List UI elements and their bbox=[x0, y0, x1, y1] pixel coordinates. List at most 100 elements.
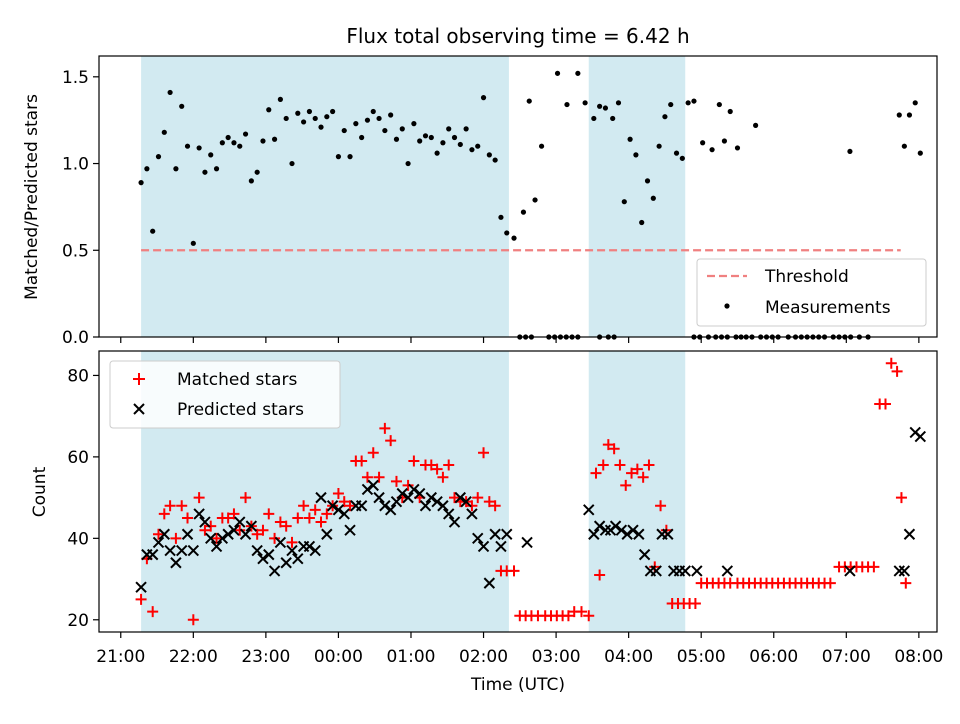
measurement-point bbox=[532, 197, 538, 203]
measurement-point bbox=[457, 141, 463, 148]
measurement-point bbox=[610, 115, 616, 122]
matched-star-point bbox=[466, 500, 478, 512]
measurement-point bbox=[260, 138, 266, 144]
predicted-stars-points bbox=[135, 426, 927, 593]
measurement-point bbox=[417, 138, 423, 144]
matched-legend-swatch bbox=[133, 373, 145, 385]
predicted-star-point bbox=[472, 532, 484, 545]
measurement-point bbox=[138, 180, 144, 186]
matched-star-point bbox=[895, 492, 907, 504]
matched-star-point bbox=[900, 577, 912, 589]
x-axis-label: Time (UTC) bbox=[470, 675, 565, 695]
matched-star-point bbox=[135, 593, 147, 605]
measurement-point bbox=[679, 155, 685, 161]
threshold-legend-label: Threshold bbox=[764, 267, 849, 287]
predicted-star-point bbox=[402, 491, 414, 504]
measurement-point bbox=[597, 103, 603, 109]
matched-star-point bbox=[164, 500, 176, 512]
matched-stars-points bbox=[136, 358, 912, 626]
predicted-star-point bbox=[303, 540, 316, 553]
measurement-point bbox=[428, 134, 434, 141]
matched-star-point bbox=[222, 512, 234, 524]
matched-star-point bbox=[199, 524, 211, 536]
measurement-point bbox=[709, 147, 715, 153]
measurement-point bbox=[615, 100, 622, 106]
matched-star-point bbox=[292, 512, 304, 524]
measurement-point bbox=[225, 134, 231, 141]
predicted-star-point bbox=[170, 557, 182, 569]
predicted-star-point bbox=[245, 520, 258, 532]
bottom-y-axis-label: Count bbox=[30, 466, 50, 517]
matched-star-point bbox=[489, 500, 501, 512]
predicted-star-point bbox=[176, 544, 188, 557]
x-tick-label: 02:00 bbox=[459, 647, 508, 667]
x-tick-label: 03:00 bbox=[532, 647, 581, 667]
bottom-legend: Matched stars Predicted stars bbox=[109, 360, 341, 429]
measurement-point bbox=[330, 108, 336, 115]
matched-star-point bbox=[274, 516, 286, 528]
measurement-point bbox=[700, 140, 706, 146]
y-tick-label: 20 bbox=[67, 611, 89, 631]
predicted-star-point bbox=[309, 544, 321, 557]
predicted-legend-label: Predicted stars bbox=[177, 400, 304, 420]
predicted-star-point bbox=[384, 504, 397, 516]
measurement-point bbox=[306, 108, 313, 115]
bottom-axes-frame bbox=[98, 350, 938, 633]
matched-star-point bbox=[193, 492, 205, 504]
predicted-star-point bbox=[390, 495, 403, 508]
matched-star-point bbox=[891, 365, 903, 377]
predicted-star-point bbox=[280, 557, 292, 569]
predicted-star-point bbox=[361, 483, 374, 496]
predicted-star-point bbox=[521, 536, 533, 549]
y-tick-label: 60 bbox=[67, 448, 89, 468]
top-axes: 0.0 0.5 1.0 1.5 Matched/Predicted stars Thr… bbox=[22, 55, 938, 348]
x-tick-label: 01:00 bbox=[386, 647, 435, 667]
matched-star-point bbox=[332, 488, 344, 500]
measurement-point bbox=[716, 101, 722, 108]
matched-star-point bbox=[602, 439, 614, 451]
predicted-star-point bbox=[286, 544, 298, 557]
measurement-point bbox=[554, 70, 561, 76]
predicted-star-point bbox=[437, 500, 449, 512]
matched-star-point bbox=[280, 520, 292, 532]
measurement-point bbox=[376, 115, 382, 122]
x-tick-label: 00:00 bbox=[314, 647, 363, 667]
measurement-point bbox=[353, 121, 359, 127]
measurement-point bbox=[399, 126, 405, 132]
measurement-point bbox=[283, 115, 289, 122]
measurement-point bbox=[498, 214, 504, 220]
matched-star-point bbox=[263, 508, 275, 520]
matched-star-point bbox=[643, 459, 655, 471]
bottom-y-ticks: 20 40 60 80 bbox=[67, 366, 99, 631]
x-tick-label: 21:00 bbox=[96, 647, 145, 667]
shaded-region-2 bbox=[588, 56, 686, 337]
predicted-star-point bbox=[222, 528, 234, 540]
predicted-star-point bbox=[914, 430, 927, 443]
matched-star-point bbox=[425, 459, 437, 471]
measurement-point bbox=[673, 150, 680, 156]
x-tick-label: 22:00 bbox=[169, 647, 218, 667]
predicted-star-point bbox=[627, 524, 639, 536]
matched-star-point bbox=[187, 614, 199, 626]
matched-star-point bbox=[597, 459, 609, 471]
matched-star-point bbox=[620, 479, 632, 491]
matched-star-point bbox=[211, 532, 223, 544]
predicted-star-point bbox=[292, 552, 304, 565]
measurement-point bbox=[190, 240, 196, 246]
matched-star-point bbox=[344, 500, 356, 512]
measurement-point bbox=[335, 154, 342, 160]
predicted-star-point bbox=[679, 565, 691, 577]
bottom-x-ticks: 21:00 22:00 23:00 00:00 01:00 02:00 03:00 04:00… bbox=[96, 632, 943, 667]
measurement-point bbox=[318, 124, 324, 130]
matched-star-point bbox=[152, 528, 164, 540]
predicted-star-point bbox=[228, 524, 240, 536]
predicted-star-point bbox=[443, 508, 455, 520]
predicted-star-point bbox=[495, 540, 507, 553]
measurement-point bbox=[564, 101, 570, 108]
y-tick-label: 1.5 bbox=[62, 68, 89, 88]
predicted-star-point bbox=[146, 548, 159, 561]
bottom-legend-box bbox=[109, 360, 341, 429]
matched-star-point bbox=[879, 398, 891, 410]
top-x-ticks bbox=[120, 337, 920, 343]
predicted-star-point bbox=[408, 483, 420, 496]
